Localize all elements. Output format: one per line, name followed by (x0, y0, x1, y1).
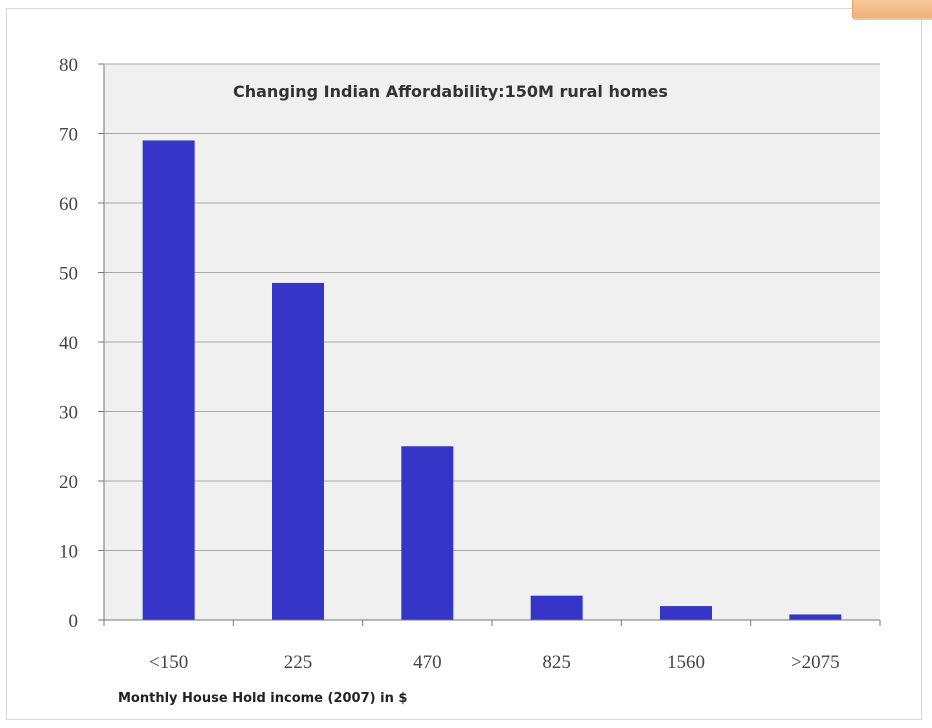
y-tick-label: 50 (59, 264, 78, 285)
x-tick-label: 825 (542, 652, 571, 673)
x-axis-label: Monthly House Hold income (2007) in $ (118, 691, 407, 706)
y-tick-label: 40 (59, 333, 78, 354)
y-tick-label: 20 (59, 472, 78, 493)
y-tick-label: 70 (59, 125, 78, 146)
x-tick-label: >2075 (791, 652, 840, 673)
x-tick-label: 225 (284, 652, 313, 673)
y-tick-label: 80 (59, 55, 78, 76)
bar (660, 606, 712, 620)
x-tick-labels: <150 225 470 825 1560 >2075 (149, 652, 840, 673)
bar (789, 614, 842, 620)
bars (142, 140, 842, 620)
y-tick-label: 60 (59, 194, 78, 215)
bar (142, 140, 195, 620)
y-tick-labels: 0 10 20 30 40 50 60 70 80 (59, 55, 78, 632)
axes (98, 63, 881, 626)
x-tick-label: 1560 (667, 652, 705, 673)
corner-decoration (852, 0, 932, 20)
y-tick-label: 0 (69, 611, 79, 632)
chart-title: Changing Indian Affordability:150M rural… (233, 82, 668, 101)
y-tick-label: 10 (59, 542, 78, 563)
y-tick-label: 30 (59, 403, 78, 424)
bar (401, 446, 454, 620)
bar (530, 595, 583, 620)
x-tick-label: 470 (413, 652, 442, 673)
bar (272, 282, 324, 620)
gridlines (104, 63, 880, 551)
x-tick-label: <150 (149, 652, 188, 673)
